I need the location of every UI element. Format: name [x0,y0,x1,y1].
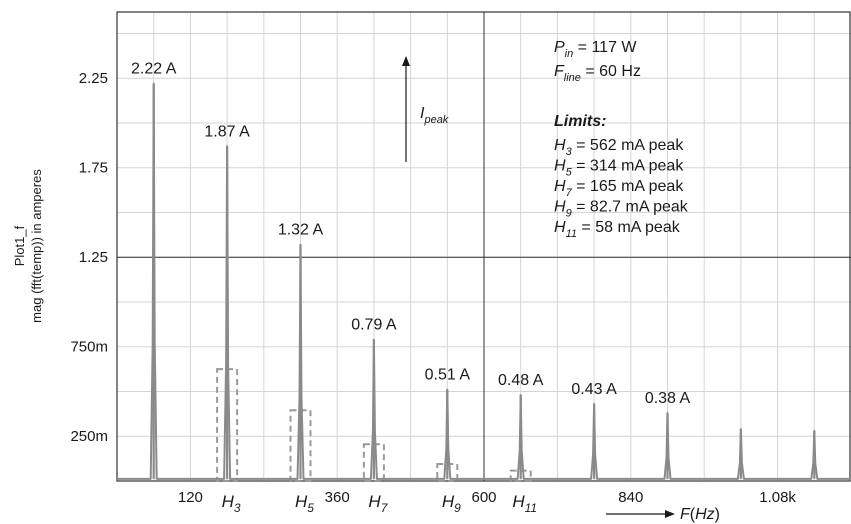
limit-line: H5 = 314 mA peak [554,158,684,179]
annotation-pin: Pin = 117 W [554,39,637,60]
x-tick-label: 840 [618,489,643,506]
x-axis-arrowhead [665,510,675,518]
harmonic-label: H11 [512,492,537,515]
harmonic-label: H7 [368,492,388,515]
harmonic-label: H3 [222,492,241,515]
peak-data-label: 1.87 A [204,123,250,140]
spectrum-trace [117,82,851,480]
plot-frame [116,11,851,482]
x-tick-label: 120 [178,489,203,506]
x-tick-label: 360 [325,489,350,506]
peak-data-label: 0.43 A [571,381,617,398]
limits-title: Limits: [554,113,606,130]
y-tick-label: 2.25 [79,70,108,87]
ipeak-arrowhead [402,56,410,66]
harmonic-label: H9 [442,492,461,515]
y-tick-label: 1.75 [79,160,108,177]
y-tick-label: 250m [70,428,108,445]
limit-line: H11 = 58 mA peak [554,219,681,240]
peak-data-label: 0.51 A [425,367,471,384]
annotation-fline: Fline = 60 Hz [554,63,641,84]
x-tick-label: 600 [471,489,496,506]
y-axis-label: Plot1_f [12,225,27,266]
y-tick-label: 750m [70,339,108,356]
peak-data-label: 0.38 A [645,390,691,407]
peak-data-label: 1.32 A [278,222,324,239]
y-axis-label-unit: mag (fft(temp)) in amperes [29,169,44,323]
chart-labels: 120 360 600 840 1.08k 250m 750m 1.25 1.75 2.25 H3 H… [12,39,796,523]
ipeak-label: Ipeak [420,105,449,126]
harmonic-label: H5 [295,492,314,515]
x-tick-label: 1.08k [759,489,796,506]
limit-line: H7 = 165 mA peak [554,178,684,199]
limit-line: H3 = 562 mA peak [554,137,684,158]
x-axis-label: F(Hz) [680,506,720,523]
grid-lines [116,11,851,482]
peak-data-label: 0.79 A [351,317,397,334]
limit-line: H9 = 82.7 mA peak [554,199,689,220]
peak-data-label: 2.22 A [131,61,177,78]
y-tick-label: 1.25 [79,249,108,266]
peak-data-label: 0.48 A [498,372,544,389]
